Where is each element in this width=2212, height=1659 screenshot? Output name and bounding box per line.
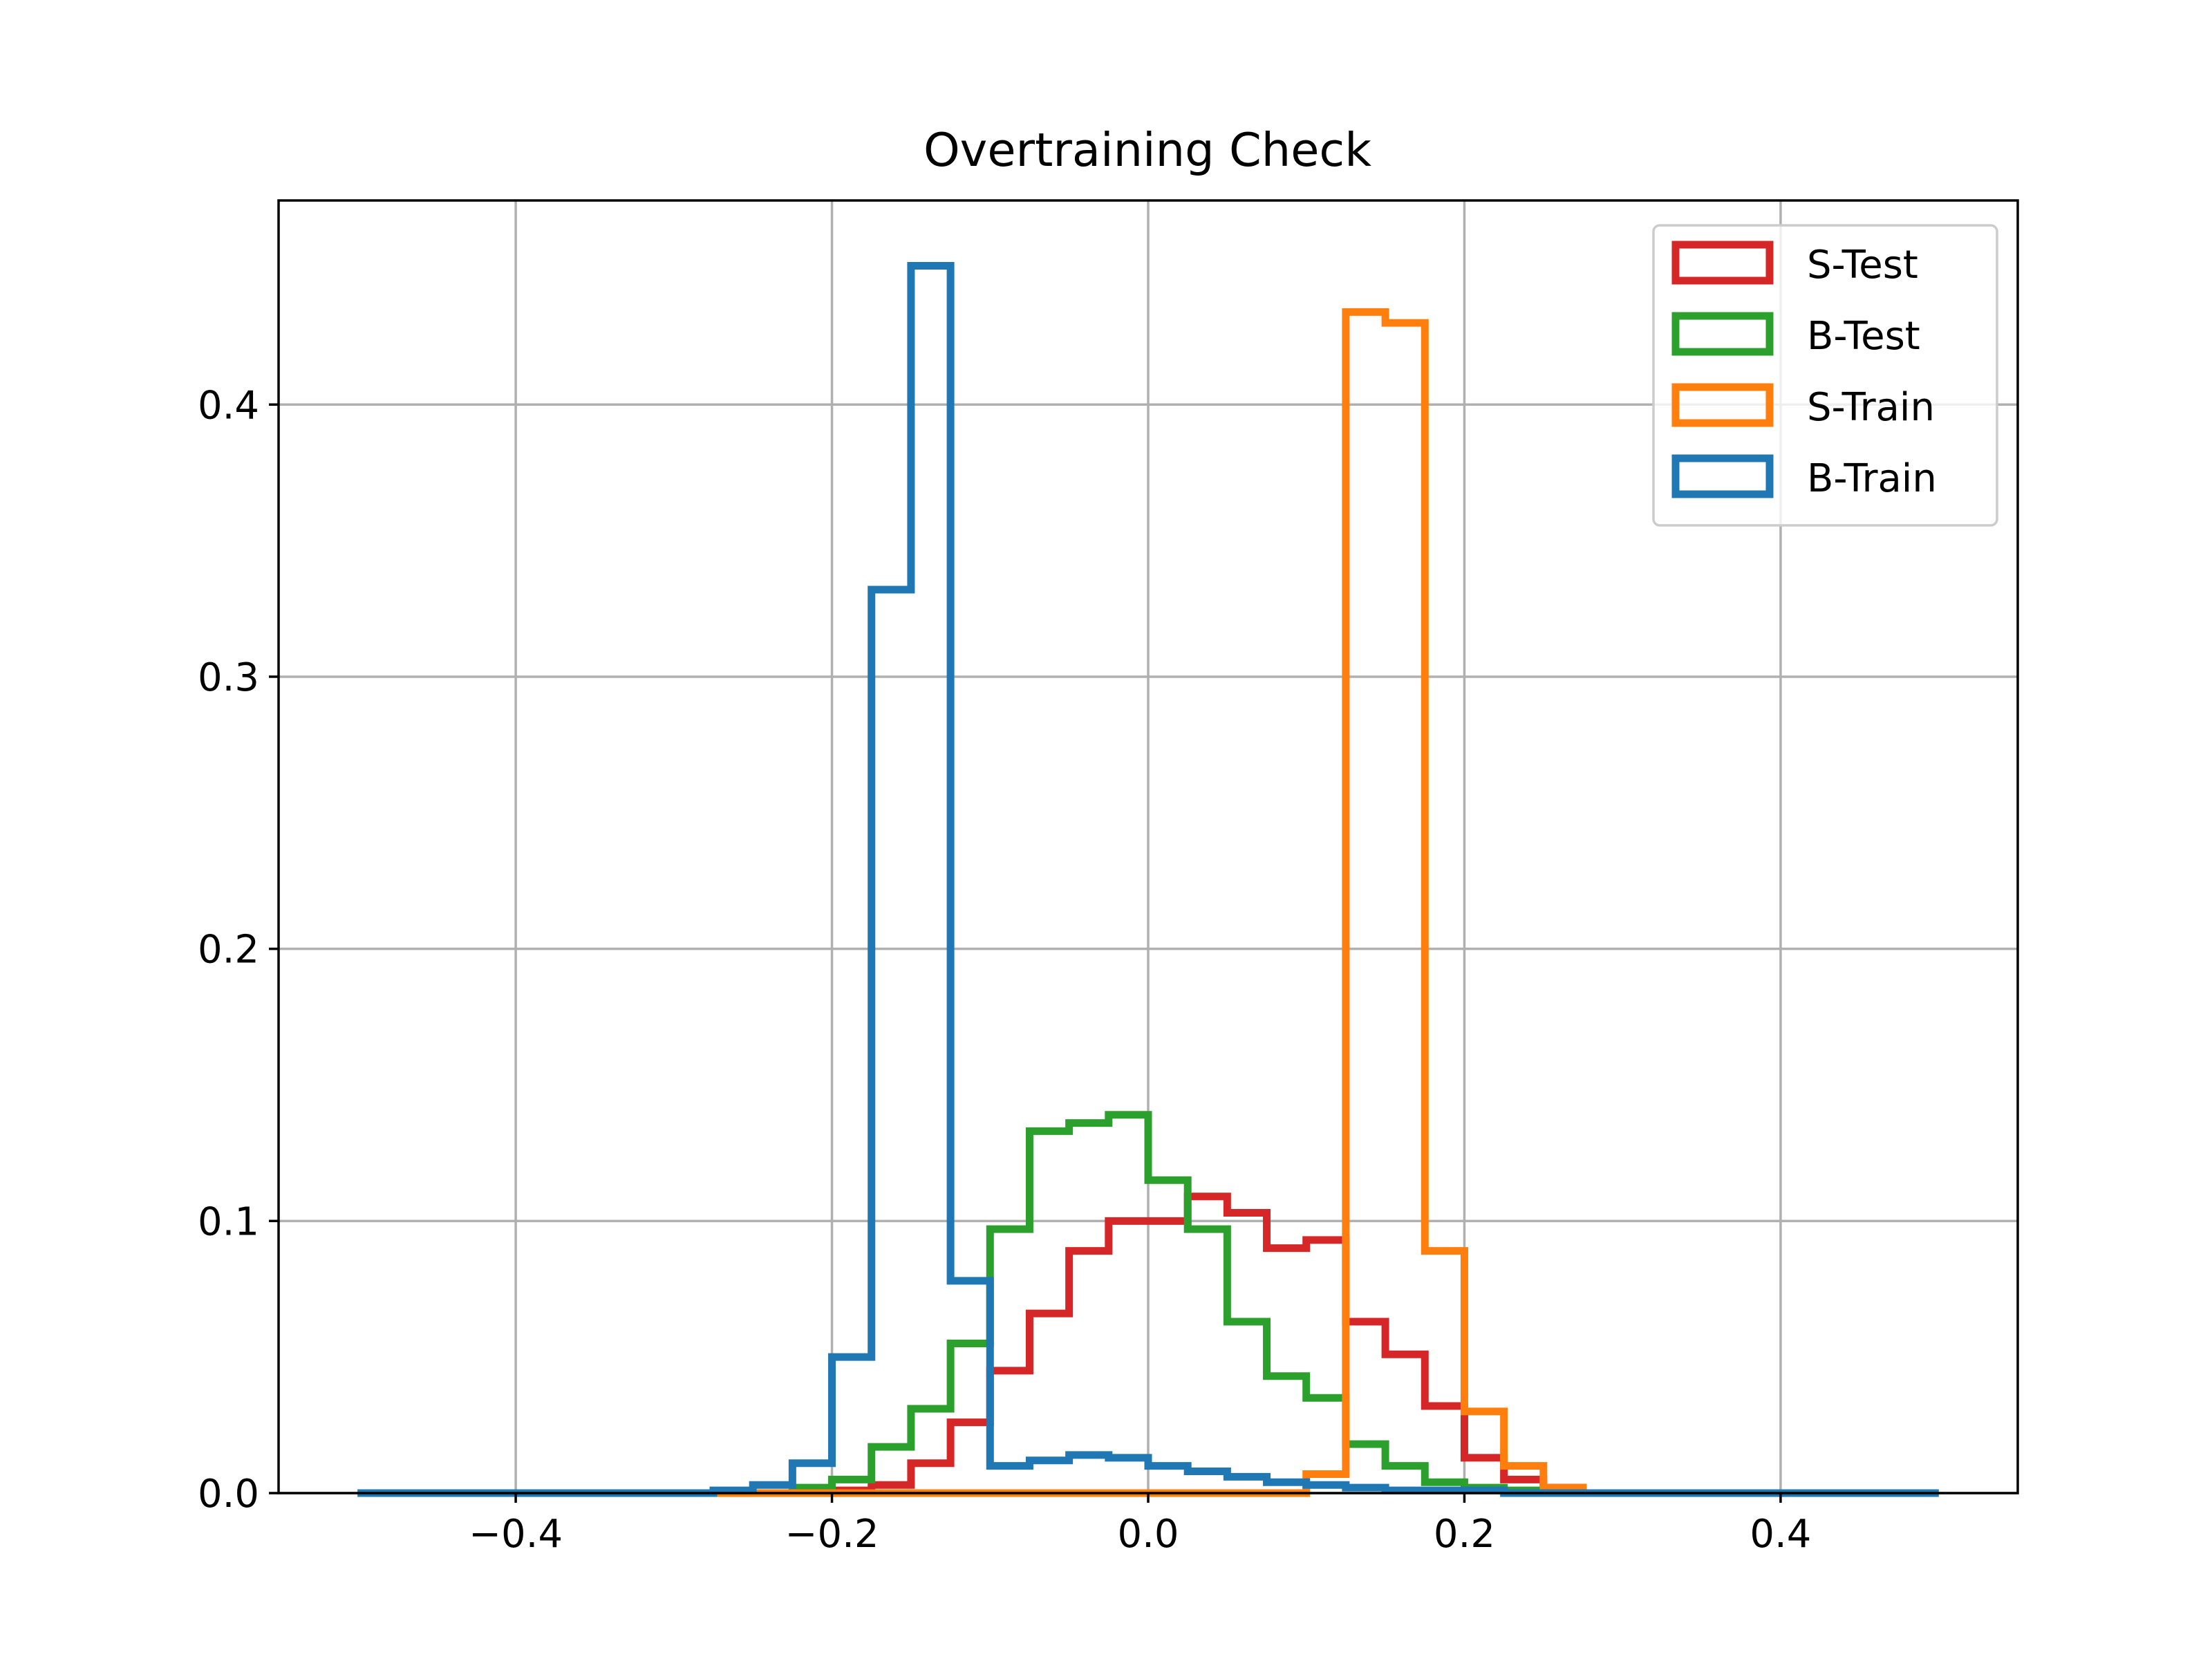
legend-swatch-b-train: [1671, 454, 1774, 498]
x-tick-label: −0.4: [469, 1512, 563, 1557]
legend-box: [1652, 224, 1998, 527]
legend-label-s-test: S-Test: [1807, 243, 1918, 288]
legend-swatch-s-train: [1671, 383, 1774, 427]
legend-label-b-train: B-Train: [1807, 456, 1937, 501]
legend-swatch-s-test: [1671, 241, 1774, 285]
legend-label-s-train: S-Train: [1807, 385, 1935, 430]
legend-label-b-test: B-Test: [1807, 314, 1920, 359]
y-tick-label: 0.2: [198, 928, 259, 973]
x-tick-label: 0.0: [1117, 1512, 1179, 1557]
y-tick-label: 0.4: [198, 383, 259, 428]
legend-swatch-b-test: [1671, 312, 1774, 356]
y-tick-label: 0.1: [198, 1199, 259, 1244]
y-tick-label: 0.3: [198, 655, 259, 700]
legend: S-Test B-Test S-Train B-Train: [1652, 224, 1998, 527]
x-axis: −0.4 −0.2 0.0 0.2 0.4: [469, 1493, 1811, 1557]
chart-title: Overtraining Check: [924, 123, 1371, 177]
x-tick-label: 0.4: [1750, 1512, 1811, 1557]
x-tick-label: −0.2: [785, 1512, 879, 1557]
y-tick-label: 0.0: [198, 1472, 259, 1517]
x-tick-label: 0.2: [1434, 1512, 1495, 1557]
y-axis: 0.0 0.1 0.2 0.3 0.4: [198, 383, 279, 1517]
